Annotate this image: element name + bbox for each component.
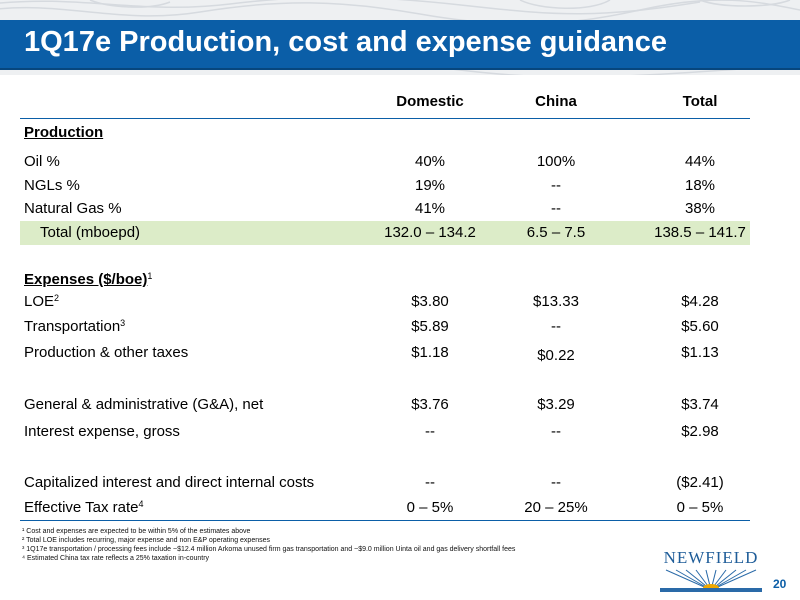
domestic-value: $3.80 [411, 293, 449, 310]
domestic-value: -- [425, 423, 435, 440]
china-value: -- [551, 318, 561, 335]
table-row: General & administrative (G&A), net $3.7… [20, 393, 750, 417]
total-value: 0 – 5% [676, 499, 724, 516]
column-header-total: Total [682, 93, 718, 110]
total-value: $4.28 [681, 293, 719, 310]
total-value: 138.5 – 141.7 [654, 224, 746, 241]
header-divider [20, 118, 750, 119]
total-production-row: Total (mboepd) 132.0 – 134.2 6.5 – 7.5 1… [20, 221, 750, 245]
newfield-logo: NEWFIELD [652, 548, 770, 592]
china-value: 100% [536, 153, 576, 170]
section-heading-production: Production [24, 124, 104, 141]
row-label: Interest expense, gross [24, 423, 180, 440]
footnote-marker: 1 [147, 271, 153, 281]
row-label: Natural Gas % [24, 200, 122, 217]
total-value: 38% [684, 200, 716, 217]
total-value: $2.98 [681, 423, 719, 440]
row-label: Transportation [24, 318, 121, 335]
table-row: LOE2 $3.80 $13.33 $4.28 [20, 290, 750, 314]
footnote-3: ³ 1Q17e transportation / processing fees… [22, 546, 516, 553]
table-bottom-divider [20, 520, 750, 521]
domestic-value: 132.0 – 134.2 [384, 224, 476, 241]
logo-wordmark: NEWFIELD [663, 548, 759, 567]
table-row: Natural Gas % 41% -- 38% [20, 197, 750, 221]
title-bar: 1Q17e Production, cost and expense guida… [0, 20, 800, 70]
total-value: $1.13 [681, 344, 719, 361]
row-label: Effective Tax rate [24, 499, 139, 516]
page-title: 1Q17e Production, cost and expense guida… [24, 26, 668, 58]
china-value: -- [551, 177, 561, 194]
footnote-marker: 3 [120, 318, 126, 328]
total-value: 18% [684, 177, 716, 194]
china-value: -- [551, 200, 561, 217]
table-row: Capitalized interest and direct internal… [20, 471, 750, 495]
sunburst-icon [660, 569, 762, 592]
table-row: Oil % 40% 100% 44% [20, 150, 750, 174]
row-label: NGLs % [24, 177, 80, 194]
domestic-value: $5.89 [411, 318, 449, 335]
china-value: 6.5 – 7.5 [526, 224, 586, 241]
footnote-2: ² Total LOE includes recurring, major ex… [22, 537, 271, 544]
table-row: Interest expense, gross -- -- $2.98 [20, 420, 750, 444]
row-label: Capitalized interest and direct internal… [24, 474, 315, 491]
table-row: NGLs % 19% -- 18% [20, 174, 750, 198]
china-value: $3.29 [537, 396, 575, 413]
total-value: 44% [684, 153, 716, 170]
total-value: $5.60 [681, 318, 719, 335]
table-row: Transportation3 $5.89 -- $5.60 [20, 315, 750, 339]
domestic-value: -- [425, 474, 435, 491]
table-header-row: Domestic China Total [20, 90, 750, 114]
footnotes: ¹ Cost and expenses are expected to be w… [22, 527, 662, 563]
table-row: Effective Tax rate4 0 – 5% 20 – 25% 0 – … [20, 496, 750, 520]
column-header-domestic: Domestic [396, 93, 464, 110]
row-label: Production & other taxes [24, 344, 189, 361]
china-value: -- [551, 423, 561, 440]
column-header-china: China [535, 93, 577, 110]
total-value: $3.74 [681, 396, 719, 413]
footnote-marker: 2 [54, 293, 60, 303]
section-heading-expenses: Expenses ($/boe)1 [24, 271, 153, 288]
china-value: $13.33 [533, 293, 579, 310]
row-label: Total (mboepd) [40, 224, 141, 241]
domestic-value: 41% [414, 200, 446, 217]
domestic-value: 0 – 5% [406, 499, 454, 516]
total-value: ($2.41) [676, 474, 724, 491]
footnote-marker: 4 [138, 499, 144, 509]
row-label: General & administrative (G&A), net [24, 396, 264, 413]
footnote-4: ⁴ Estimated China tax rate reflects a 25… [22, 555, 210, 562]
row-label: Oil % [24, 153, 60, 170]
row-label: LOE [24, 293, 55, 310]
china-value: $0.22 [537, 347, 575, 364]
footnote-1: ¹ Cost and expenses are expected to be w… [22, 528, 251, 535]
china-value: -- [551, 474, 561, 491]
domestic-value: 40% [414, 153, 446, 170]
table-row: Production & other taxes $1.18 $0.22 $1.… [20, 341, 750, 365]
page-number: 20 [773, 577, 787, 591]
domestic-value: $3.76 [411, 396, 449, 413]
domestic-value: 19% [414, 177, 446, 194]
domestic-value: $1.18 [411, 344, 449, 361]
china-value: 20 – 25% [524, 499, 588, 516]
